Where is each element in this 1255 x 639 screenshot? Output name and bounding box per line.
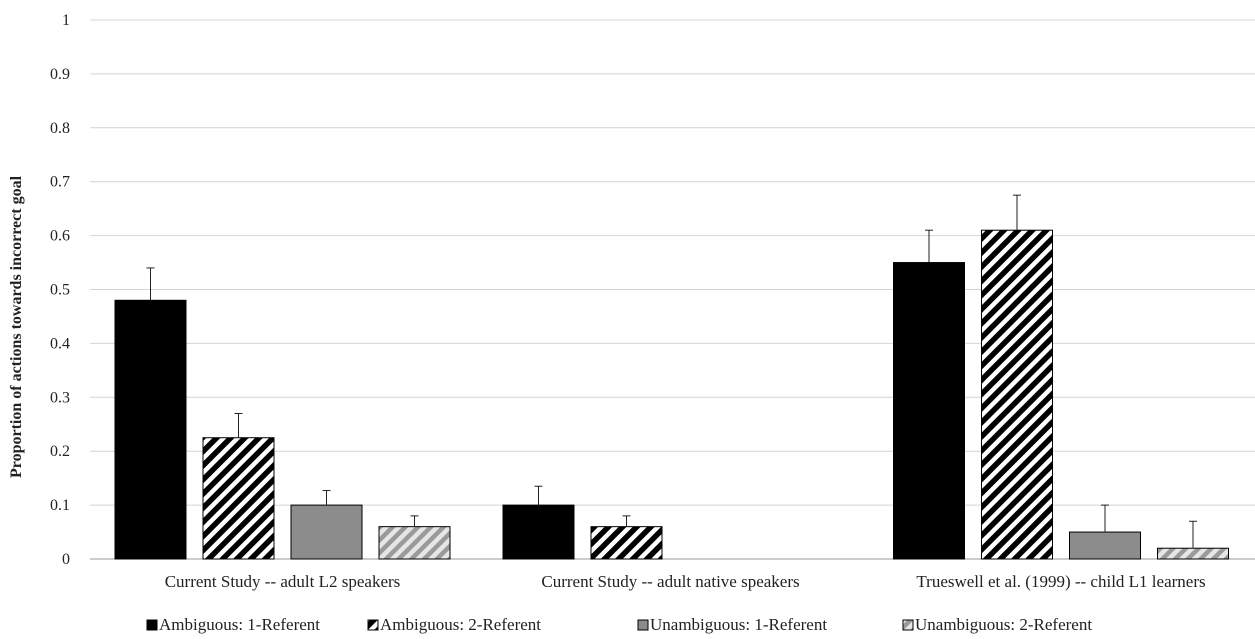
y-tick-label: 0.8 — [50, 120, 70, 137]
legend-item: Ambiguous: 2-Referent — [367, 615, 541, 634]
bar — [114, 299, 187, 560]
legend-label: Ambiguous: 1-Referent — [159, 615, 320, 634]
x-category-label: Current Study -- adult L2 speakers — [165, 572, 401, 591]
bar — [290, 504, 363, 560]
bar — [1157, 547, 1229, 560]
bar — [378, 526, 451, 560]
y-tick-label: 0.6 — [50, 228, 70, 245]
bar — [981, 229, 1053, 560]
bar — [590, 526, 663, 560]
bars — [114, 229, 1229, 560]
gridlines — [90, 19, 1255, 560]
legend-swatch — [146, 619, 158, 631]
y-axis-label: Proportion of actions towards incorrect … — [8, 175, 25, 478]
y-tick-label: 0.3 — [50, 389, 70, 406]
y-tick-label: 0.4 — [50, 335, 70, 352]
legend-swatch — [902, 619, 914, 631]
legend: Ambiguous: 1-Referent Ambiguous: 2-Refere… — [146, 615, 1092, 634]
error-bars — [146, 194, 1197, 549]
y-tick-label: 1 — [62, 12, 70, 29]
bar — [502, 504, 575, 560]
legend-label: Ambiguous: 2-Referent — [380, 615, 541, 634]
legend-label: Unambiguous: 2-Referent — [915, 615, 1092, 634]
legend-swatch — [367, 619, 379, 631]
y-tick-label: 0.7 — [50, 174, 70, 191]
y-tick-label: 0.2 — [50, 443, 70, 460]
legend-item: Unambiguous: 1-Referent — [637, 615, 827, 634]
legend-swatch — [637, 619, 649, 631]
legend-item: Ambiguous: 1-Referent — [146, 615, 320, 634]
x-axis-categories: Current Study -- adult L2 speakers Curren… — [165, 572, 1206, 591]
legend-item: Unambiguous: 2-Referent — [902, 615, 1092, 634]
x-category-label: Trueswell et al. (1999) -- child L1 lear… — [916, 572, 1205, 591]
y-tick-label: 0 — [62, 551, 70, 568]
y-tick-label: 0.5 — [50, 282, 70, 299]
y-tick-label: 0.1 — [50, 497, 70, 514]
x-category-label: Current Study -- adult native speakers — [541, 572, 799, 591]
bar — [893, 262, 965, 560]
legend-label: Unambiguous: 1-Referent — [650, 615, 827, 634]
y-tick-label: 0.9 — [50, 66, 70, 83]
bar — [202, 437, 275, 560]
y-axis-ticks: 0 0.1 0.2 0.3 0.4 0.5 0.6 0.7 0.8 0.9 1 — [50, 12, 70, 568]
bar — [1069, 531, 1141, 560]
